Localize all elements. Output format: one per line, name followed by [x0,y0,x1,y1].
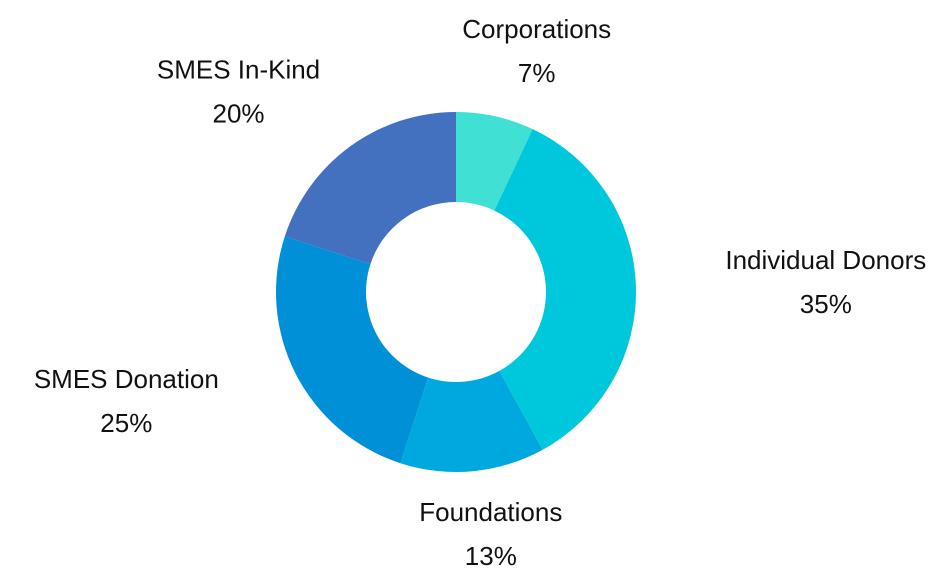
slice-label: Corporations [462,14,611,44]
slice-label: SMES Donation [34,364,219,394]
slice-value: 13% [465,541,517,571]
donut-slice [456,112,533,211]
donut-slice [494,129,636,450]
slice-value: 35% [800,289,852,319]
slice-value: 25% [100,408,152,438]
donut-slice [284,112,456,265]
slice-label: SMES In-Kind [157,55,320,85]
slice-label: Individual Donors [725,245,926,275]
slice-value: 7% [518,58,556,88]
donut-slice [400,370,543,473]
slice-value: 20% [212,99,264,129]
slice-label: Foundations [419,497,562,527]
donut-slice [276,236,429,464]
